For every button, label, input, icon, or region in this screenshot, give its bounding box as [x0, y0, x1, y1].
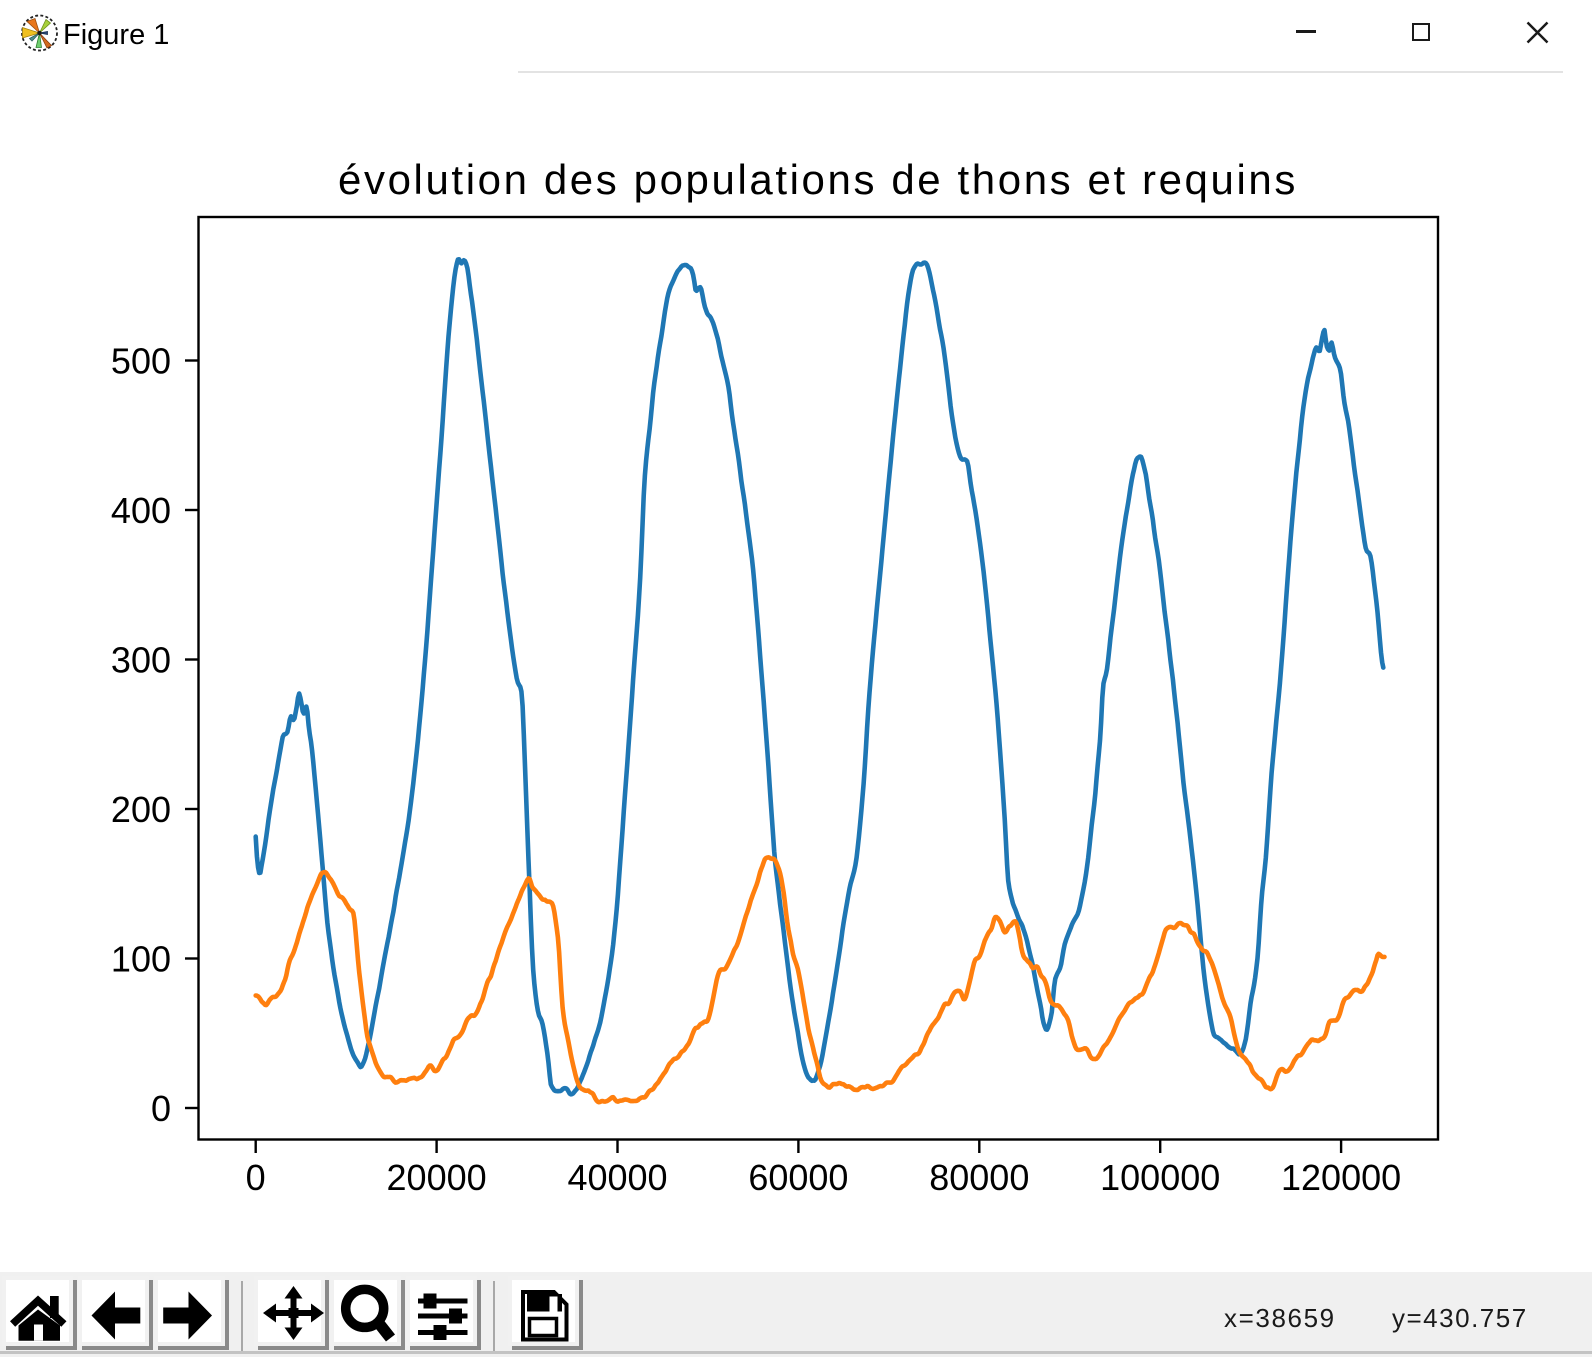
- svg-text:0: 0: [151, 1088, 171, 1129]
- svg-text:20000: 20000: [387, 1157, 487, 1198]
- svg-text:évolution des populations de t: évolution des populations de thons et re…: [338, 156, 1298, 203]
- svg-text:60000: 60000: [748, 1157, 848, 1198]
- svg-text:40000: 40000: [567, 1157, 667, 1198]
- svg-text:100000: 100000: [1100, 1157, 1220, 1198]
- svg-text:0: 0: [246, 1157, 266, 1198]
- svg-text:80000: 80000: [929, 1157, 1029, 1198]
- svg-text:300: 300: [111, 640, 171, 681]
- svg-text:120000: 120000: [1281, 1157, 1401, 1198]
- svg-text:500: 500: [111, 341, 171, 382]
- svg-text:100: 100: [111, 939, 171, 980]
- svg-text:400: 400: [111, 490, 171, 531]
- svg-text:200: 200: [111, 789, 171, 830]
